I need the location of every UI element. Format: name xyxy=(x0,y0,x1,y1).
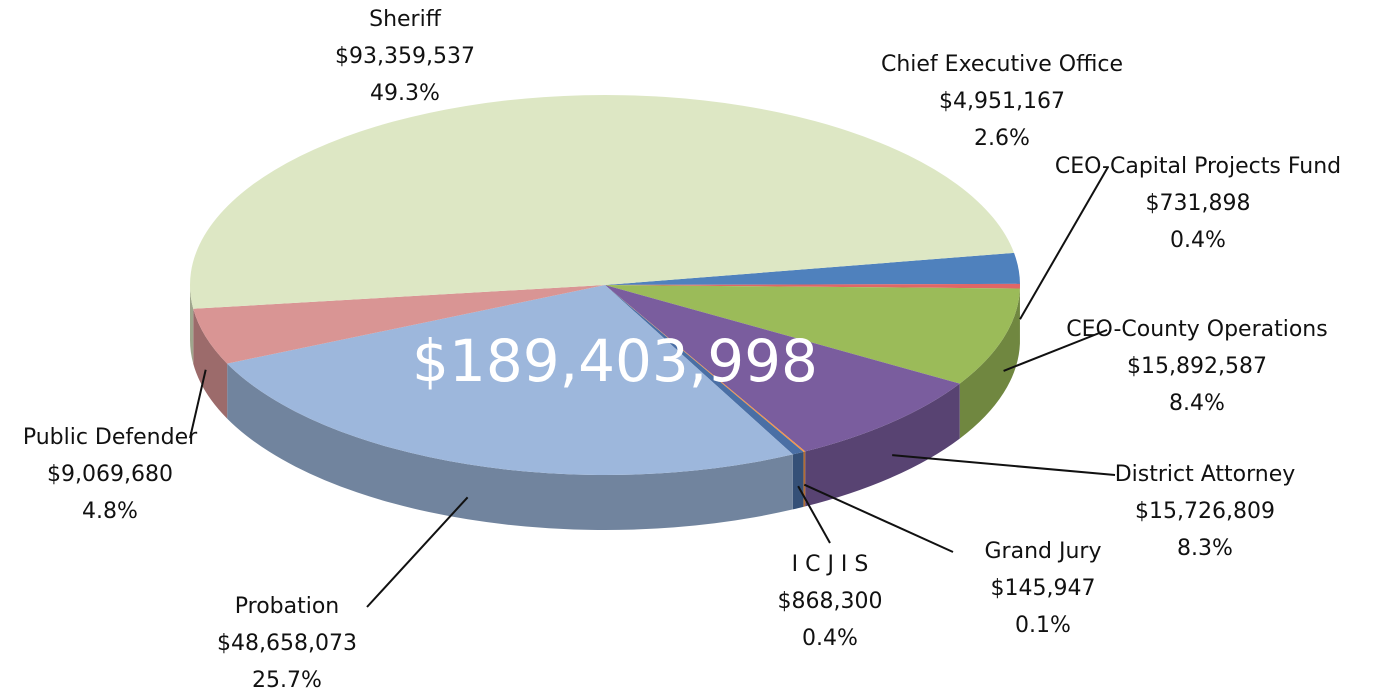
category-label: CEO-Capital Projects Fund xyxy=(1055,154,1341,179)
percent-label: 0.4% xyxy=(1170,228,1226,253)
slice xyxy=(227,285,793,475)
category-label: Probation xyxy=(235,594,340,619)
leader-line xyxy=(797,485,831,544)
percent-label: 8.3% xyxy=(1177,536,1233,561)
leader-line xyxy=(1003,329,1108,372)
percent-label: 8.4% xyxy=(1169,391,1225,416)
slice-side xyxy=(190,285,194,364)
value-label: $15,892,587 xyxy=(1127,354,1267,379)
slice xyxy=(605,252,1020,285)
percent-label: 25.7% xyxy=(252,668,322,693)
slice-side xyxy=(959,288,1020,439)
percent-label: 0.4% xyxy=(802,626,858,651)
leader-line xyxy=(1019,166,1109,320)
slice xyxy=(605,285,960,452)
slice xyxy=(193,285,605,364)
leader-line xyxy=(366,496,469,608)
percent-label: 2.6% xyxy=(974,126,1030,151)
value-label: $9,069,680 xyxy=(47,462,173,487)
slice-side xyxy=(805,383,960,507)
category-label: Chief Executive Office xyxy=(881,52,1123,77)
slice xyxy=(605,285,1020,384)
value-label: $731,898 xyxy=(1146,191,1251,216)
value-label: $48,658,073 xyxy=(217,631,357,656)
slice xyxy=(605,285,804,455)
value-label: $868,300 xyxy=(778,589,883,614)
category-label: District Attorney xyxy=(1115,462,1296,487)
leader-line xyxy=(892,454,1116,476)
value-label: $93,359,537 xyxy=(335,44,475,69)
category-label: I C J I S xyxy=(792,552,869,577)
value-label: $4,951,167 xyxy=(939,89,1065,114)
category-label: Grand Jury xyxy=(985,539,1102,564)
slice xyxy=(189,94,1015,309)
slice xyxy=(605,285,806,452)
value-label: $15,726,809 xyxy=(1135,499,1275,524)
slice-side xyxy=(803,451,806,507)
leader-line xyxy=(803,483,954,553)
slice-side xyxy=(193,308,228,419)
category-label: CEO-County Operations xyxy=(1066,317,1327,342)
leader-line xyxy=(189,369,207,439)
category-label: Public Defender xyxy=(23,425,198,450)
center-label: $189,403,998 xyxy=(412,327,818,395)
percent-label: 49.3% xyxy=(370,81,440,106)
percent-label: 0.1% xyxy=(1015,613,1071,638)
category-label: Sheriff xyxy=(369,7,442,32)
percent-label: 4.8% xyxy=(82,499,138,524)
value-label: $145,947 xyxy=(991,576,1096,601)
slice-side xyxy=(792,451,804,510)
slice xyxy=(605,283,1020,289)
slice-side xyxy=(227,363,793,530)
